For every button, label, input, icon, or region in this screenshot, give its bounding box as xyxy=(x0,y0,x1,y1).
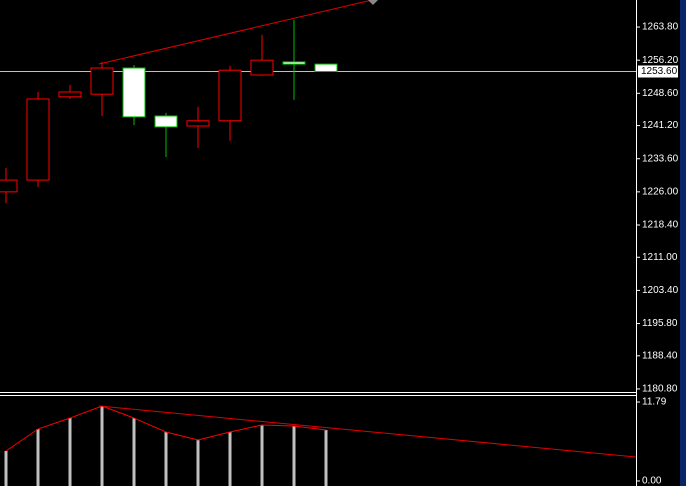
y-tick-label: 0.00 xyxy=(642,476,662,486)
y-tick-label: 1263.80 xyxy=(642,22,679,33)
candle-body xyxy=(218,69,242,122)
candle-body xyxy=(122,67,146,118)
y-tick-label: 1180.80 xyxy=(642,384,678,395)
y-tick-label: 1203.40 xyxy=(642,285,679,296)
y-tick-label: 1241.20 xyxy=(642,120,679,131)
indicator-trendline xyxy=(98,405,637,458)
y-tick-label: 1195.80 xyxy=(642,318,678,329)
y-tick-label: 1188.40 xyxy=(642,350,678,361)
y-tick-label: 1248.60 xyxy=(642,88,679,99)
y-tick-label: 1218.40 xyxy=(642,220,679,231)
y-tick-label: 1226.00 xyxy=(642,186,679,197)
y-tick-label: 1211.00 xyxy=(642,252,678,263)
y-tick-label: 1256.20 xyxy=(642,55,679,66)
window-border xyxy=(680,0,686,486)
candle-body xyxy=(90,67,114,95)
candle-body xyxy=(58,91,82,98)
current-price-label: 1253.60 xyxy=(641,66,678,77)
candle-body xyxy=(154,115,178,128)
y-tick-label: 11.79 xyxy=(642,397,667,408)
trendline xyxy=(98,0,373,65)
candle-body xyxy=(186,120,210,127)
candle-body xyxy=(0,179,18,193)
candle-body xyxy=(26,98,50,181)
current-price-box xyxy=(638,65,678,78)
trendline-handle xyxy=(368,0,378,5)
candle-body xyxy=(250,59,274,76)
y-tick-label: 1233.60 xyxy=(642,153,679,164)
candle-body xyxy=(314,63,338,73)
candle-body xyxy=(282,61,306,65)
indicator-line xyxy=(5,405,327,452)
